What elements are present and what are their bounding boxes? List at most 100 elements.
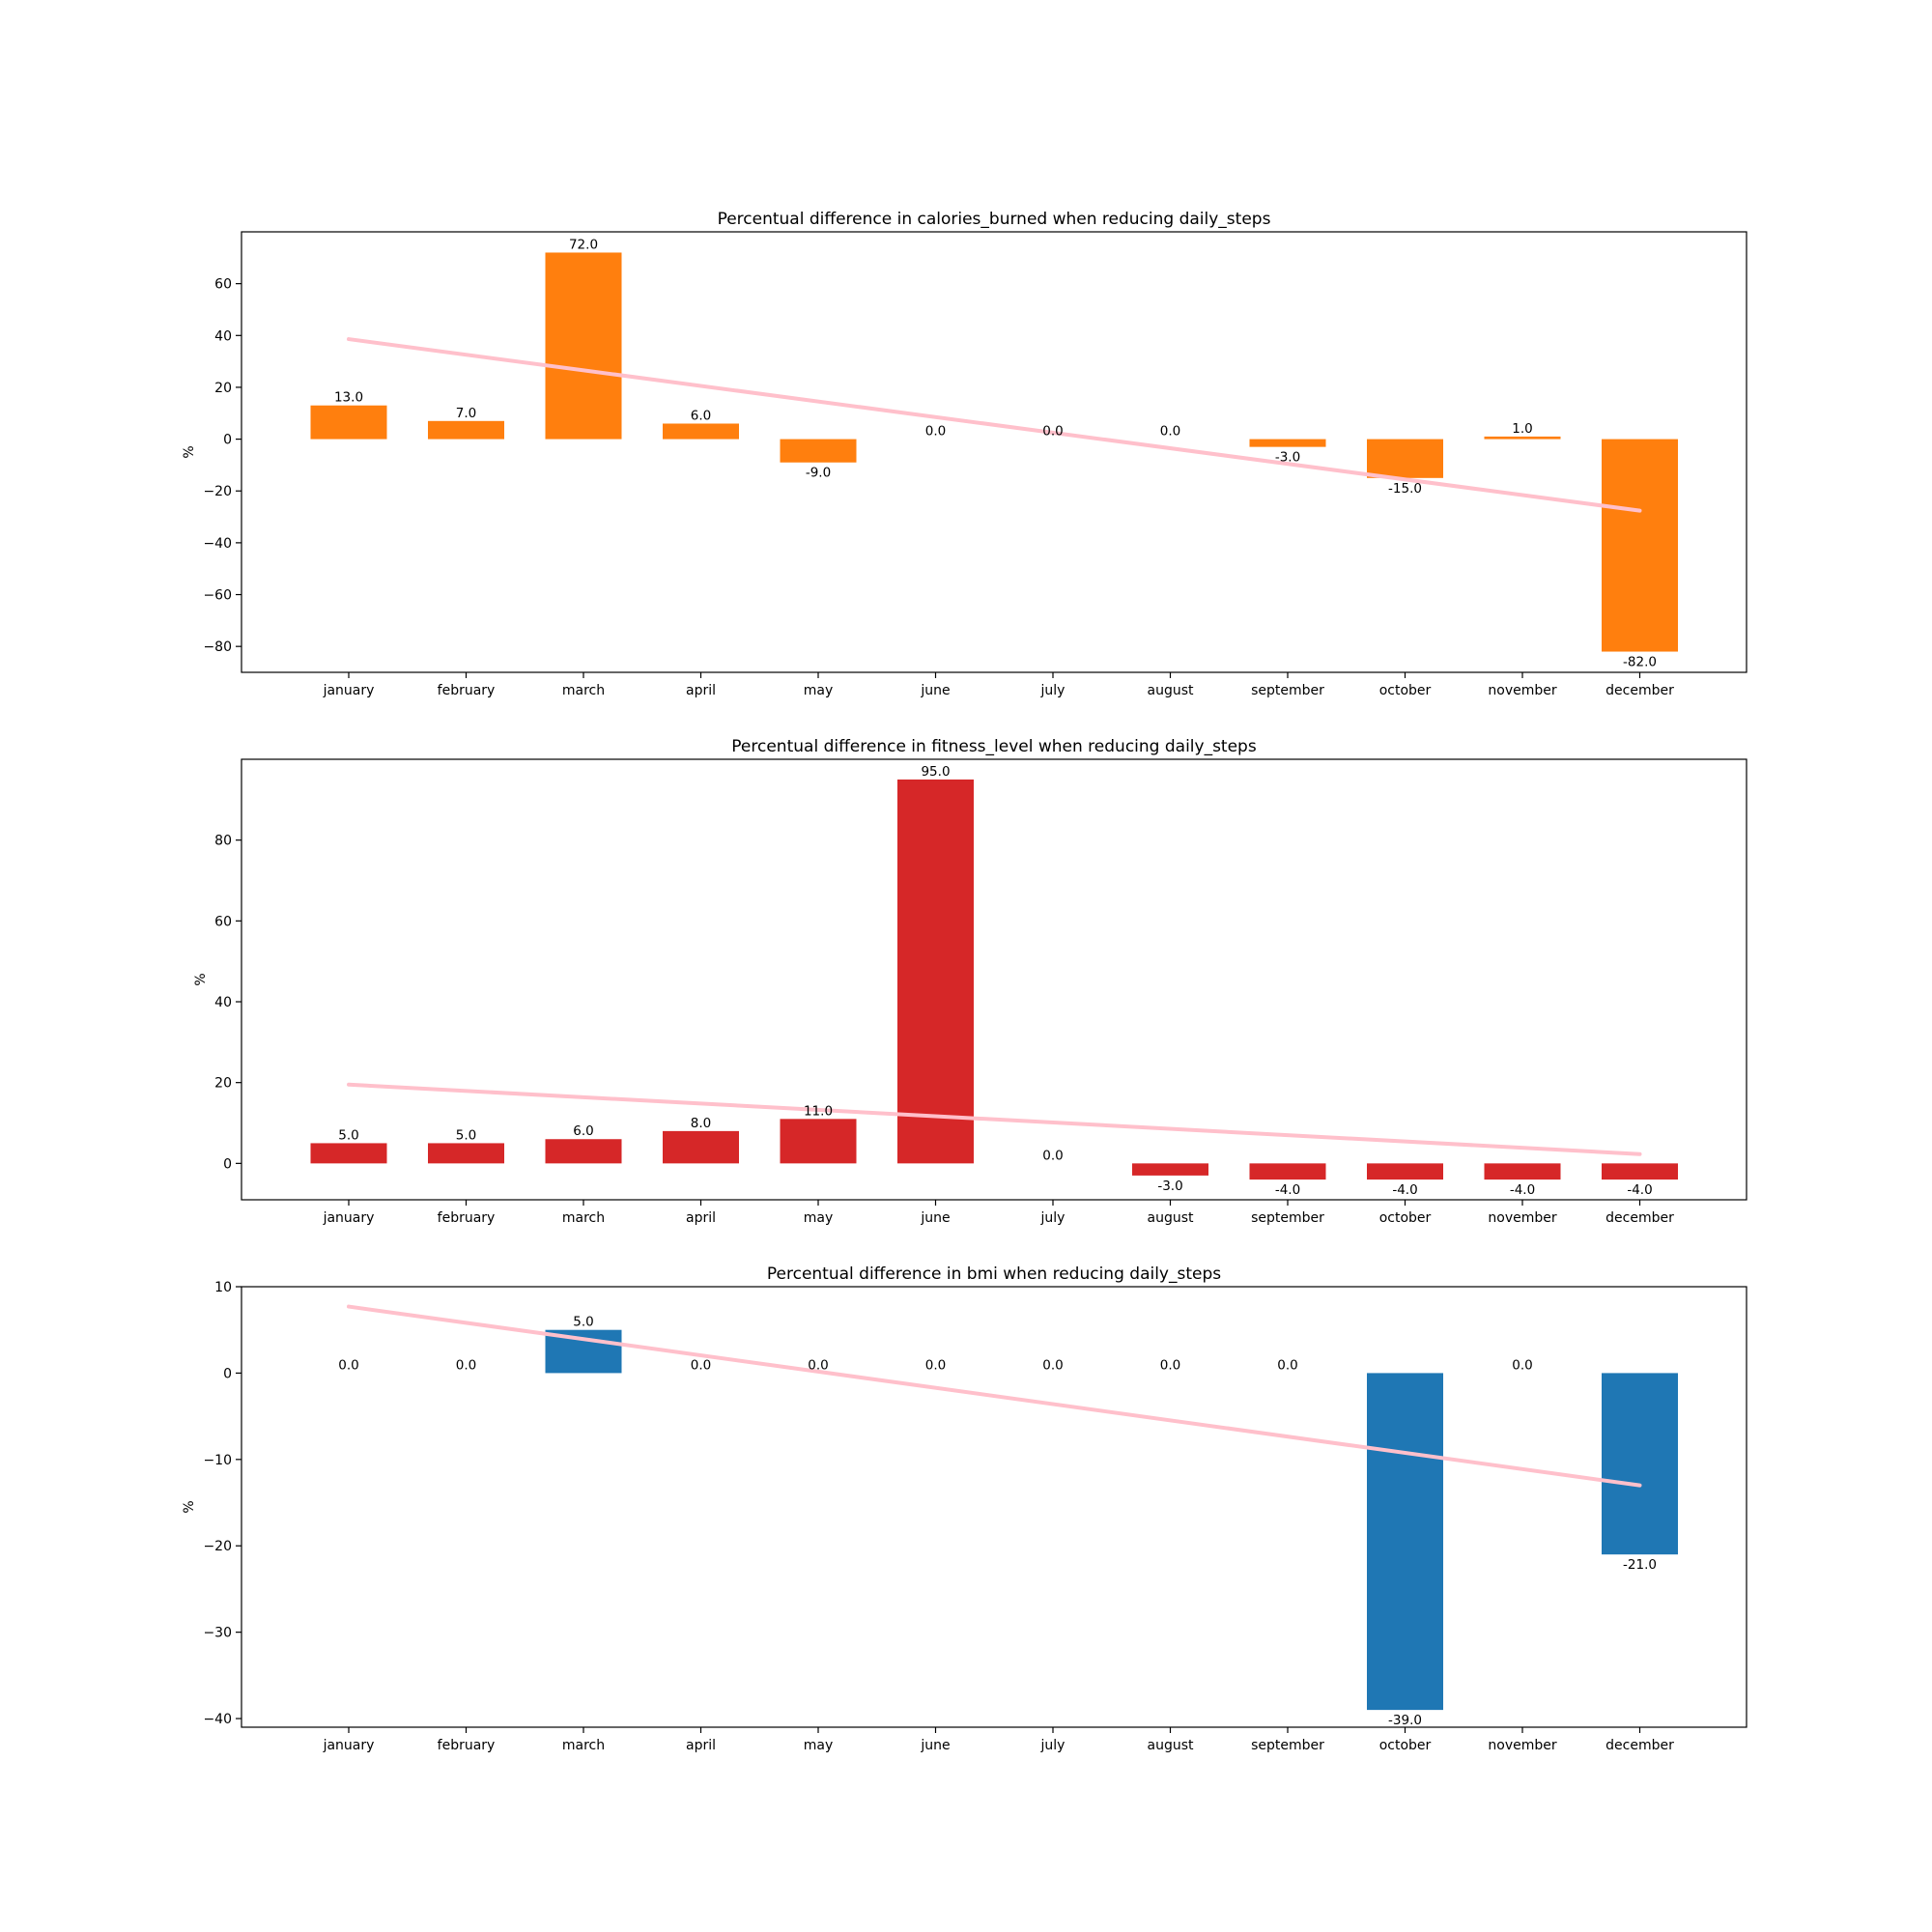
x-tick-label: april [686, 1738, 716, 1753]
trend-line [347, 1304, 1642, 1488]
y-tick-label: 80 [214, 834, 232, 849]
bar-value-label: 6.0 [573, 1123, 593, 1139]
bar-value-label: 13.0 [334, 390, 363, 406]
bar [663, 1130, 739, 1164]
x-tick-label: september [1251, 1210, 1324, 1226]
bar-value-label: 72.0 [569, 237, 598, 252]
x-tick-label: october [1379, 1738, 1432, 1753]
x-tick-label: february [438, 683, 496, 698]
x-tick-label: april [686, 1210, 716, 1226]
x-tick-label: october [1379, 1210, 1432, 1226]
y-tick-label: −20 [203, 484, 232, 499]
x-tick-label: june [920, 683, 950, 698]
y-tick-label: −10 [203, 1453, 232, 1468]
chart-title: Percentual difference in bmi when reduci… [767, 1264, 1221, 1284]
bar-value-label: 0.0 [338, 1357, 358, 1373]
x-tick-label: february [438, 1210, 496, 1226]
x-tick-label: august [1148, 1210, 1195, 1226]
bar [1367, 1373, 1443, 1711]
axes-frame [241, 758, 1747, 1201]
bar-value-label: 1.0 [1512, 421, 1532, 437]
y-tick-label: −30 [203, 1626, 232, 1641]
bar [1484, 436, 1561, 440]
bar-value-label: 0.0 [1277, 1357, 1297, 1373]
bar-value-label: 0.0 [925, 424, 946, 440]
bar-value-label: 5.0 [338, 1127, 358, 1143]
bar-value-label: 0.0 [1042, 1148, 1063, 1163]
trend-line [347, 337, 1642, 513]
bar-value-label: -15.0 [1388, 481, 1422, 497]
x-tick-label: february [438, 1738, 496, 1753]
bar-value-label: 0.0 [808, 1357, 828, 1373]
y-tick-label: 0 [223, 1156, 232, 1172]
chart-title: Percentual difference in fitness_level w… [731, 737, 1257, 756]
x-tick-label: april [686, 683, 716, 698]
axes-frame [241, 1286, 1747, 1728]
x-tick-label: november [1488, 1738, 1556, 1753]
bar [1484, 1163, 1561, 1180]
bar-value-label: 5.0 [456, 1127, 476, 1143]
bar [1132, 1163, 1208, 1176]
y-tick-label: −20 [203, 1539, 232, 1554]
bar-value-label: -82.0 [1623, 655, 1657, 670]
x-tick-label: december [1605, 1210, 1674, 1226]
bar-value-label: -4.0 [1510, 1182, 1535, 1198]
bar-value-label: -3.0 [1157, 1179, 1182, 1194]
x-tick-label: december [1605, 683, 1674, 698]
bar-value-label: 0.0 [691, 1357, 711, 1373]
x-tick-label: january [323, 683, 375, 698]
bar [1602, 439, 1678, 652]
y-tick-label: 0 [223, 433, 232, 448]
x-tick-label: may [804, 1210, 834, 1226]
bar [780, 1119, 857, 1164]
x-tick-label: may [804, 683, 834, 698]
y-tick-label: 20 [214, 381, 232, 396]
x-tick-label: november [1488, 683, 1556, 698]
bar-value-label: 0.0 [1160, 424, 1180, 440]
x-tick-label: july [1040, 1738, 1065, 1753]
bar [428, 1143, 504, 1164]
y-axis-label: % [193, 973, 209, 985]
y-tick-label: −80 [203, 639, 232, 655]
bar-value-label: 5.0 [573, 1315, 593, 1330]
y-tick-label: 60 [214, 277, 232, 293]
bar-value-label: -4.0 [1627, 1182, 1652, 1198]
x-tick-label: january [323, 1738, 375, 1753]
y-axis-label: % [182, 445, 197, 458]
x-tick-label: october [1379, 683, 1432, 698]
bar [545, 252, 622, 440]
x-tick-label: september [1251, 683, 1324, 698]
y-tick-label: −60 [203, 588, 232, 604]
x-tick-label: july [1040, 683, 1065, 698]
x-tick-label: july [1040, 1210, 1065, 1226]
bar [1367, 439, 1443, 478]
y-tick-label: 60 [214, 914, 232, 929]
bar-value-label: -4.0 [1275, 1182, 1300, 1198]
bar [1602, 1373, 1678, 1555]
bar-value-label: 0.0 [1042, 424, 1063, 440]
bar-value-label: -9.0 [806, 466, 831, 481]
bar [1602, 1163, 1678, 1180]
y-tick-label: 40 [214, 328, 232, 344]
bar-value-label: 7.0 [456, 406, 476, 421]
bar [897, 779, 974, 1164]
bar-value-label: 6.0 [691, 408, 711, 423]
bar-value-label: 8.0 [691, 1116, 711, 1131]
bar-value-label: 11.0 [804, 1103, 833, 1119]
bar-value-label: -39.0 [1388, 1713, 1422, 1728]
y-tick-label: 10 [214, 1280, 232, 1295]
bar [1249, 439, 1326, 447]
bar [663, 423, 739, 440]
bar-value-label: -21.0 [1623, 1557, 1657, 1573]
bar [780, 439, 857, 463]
bar-value-label: 95.0 [921, 764, 950, 780]
bar-value-label: 0.0 [1512, 1357, 1532, 1373]
x-tick-label: june [920, 1738, 950, 1753]
bar [310, 405, 387, 440]
trend-line [347, 1082, 1642, 1156]
bar-value-label: 0.0 [456, 1357, 476, 1373]
bar [545, 1139, 622, 1164]
x-tick-label: august [1148, 683, 1195, 698]
bar-value-label: 0.0 [925, 1357, 946, 1373]
